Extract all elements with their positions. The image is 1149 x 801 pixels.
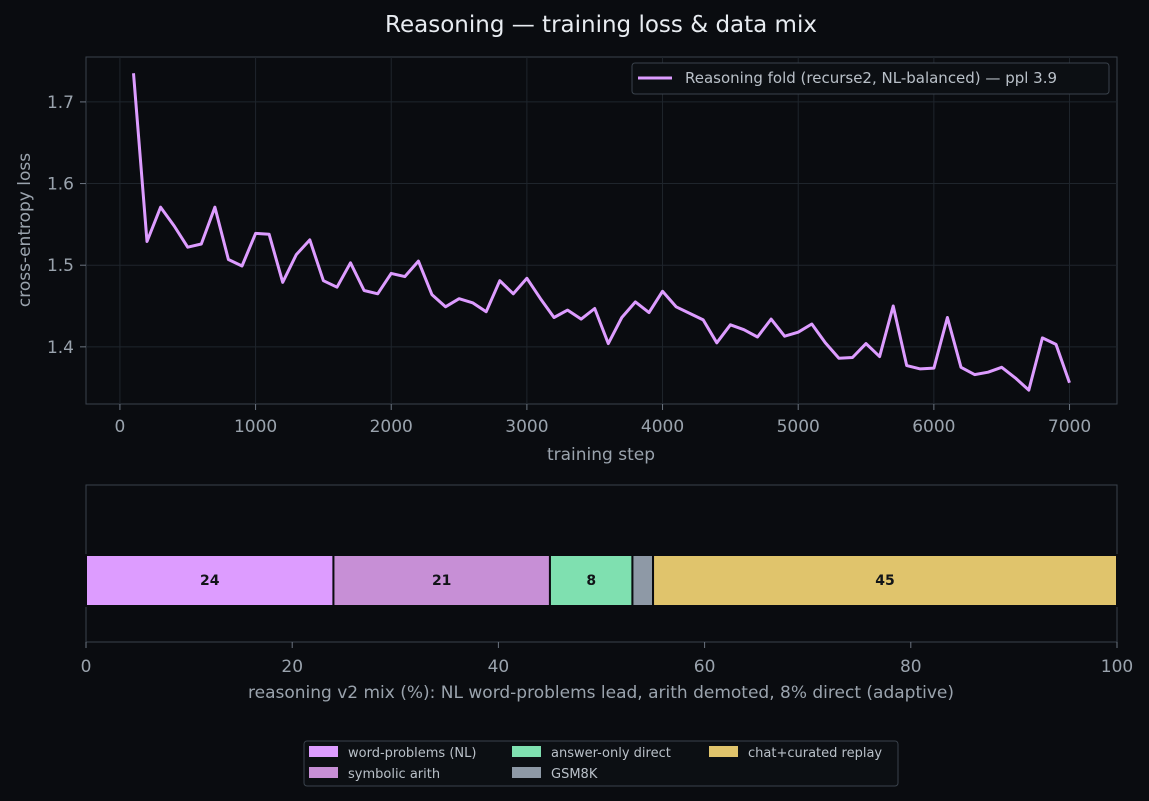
mix-segment: [631, 554, 655, 607]
mix-chart: 24 21 8 45 0 20 40 60 80 100 reasoning v2 mix (%…: [81, 484, 1133, 787]
mix-legend-swatch: [309, 746, 338, 757]
loss-x-tick-label: 6000: [912, 417, 955, 437]
loss-x-tick-label: 1000: [234, 417, 277, 437]
mix-x-axis-label: reasoning v2 mix (%): NL word-problems l…: [248, 683, 954, 703]
mix-legend-items: word-problems (NL) symbolic arith answer-o…: [309, 746, 882, 782]
mix-legend-label: symbolic arith: [348, 767, 440, 782]
mix-x-ticks: 0 20 40 60 80 100: [81, 642, 1133, 677]
mix-segment-label: 45: [875, 573, 894, 589]
loss-y-tick-label: 1.4: [47, 338, 74, 358]
mix-legend: word-problems (NL) symbolic arith answer-o…: [303, 740, 899, 787]
mix-legend-label: answer-only direct: [551, 746, 671, 761]
loss-x-tick-label: 7000: [1048, 417, 1091, 437]
loss-x-tick-label: 2000: [370, 417, 413, 437]
loss-x-tick-label: 3000: [505, 417, 548, 437]
chart-title: Reasoning — training loss & data mix: [385, 12, 817, 38]
loss-plot-frame: [85, 56, 1118, 405]
loss-chart: 0 1000 2000 3000 4000 5000 6000 7000 1.41.51.61…: [15, 56, 1118, 465]
loss-y-tick-label: 1.7: [47, 93, 74, 113]
loss-x-tick-label: 4000: [641, 417, 684, 437]
loss-legend-frame: [631, 62, 1110, 95]
mix-segment-label: 8: [586, 573, 596, 589]
mix-legend-swatch: [709, 746, 738, 757]
mix-segment: [85, 554, 335, 607]
mix-legend-swatch: [512, 767, 541, 778]
mix-legend-label: chat+curated replay: [748, 746, 882, 761]
mix-x-tick-label: 40: [488, 657, 510, 677]
mix-x-tick-label: 0: [81, 657, 92, 677]
mix-x-tick-label: 20: [281, 657, 303, 677]
mix-legend-label: word-problems (NL): [348, 746, 476, 761]
mix-legend-frame: [303, 740, 899, 787]
mix-legend-label: GSM8K: [551, 767, 598, 782]
mix-legend-swatch: [512, 746, 541, 757]
loss-y-ticks: 1.4 1.5 1.6 1.7: [47, 93, 86, 358]
mix-segment: [332, 554, 551, 607]
mix-x-tick-label: 80: [900, 657, 922, 677]
mix-legend-swatch: [309, 767, 338, 778]
mix-segment-label: 21: [432, 573, 451, 589]
loss-legend-label: Reasoning fold (recurse2, NL-balanced) —…: [685, 69, 1057, 87]
loss-x-ticks: 0 1000 2000 3000 4000 5000 6000 7000: [115, 404, 1091, 437]
loss-grid: [86, 57, 1117, 404]
mix-segment: [548, 554, 634, 607]
loss-x-tick-label: 0: [115, 417, 126, 437]
mix-bar-segments: 24 21 8 45: [85, 554, 1118, 607]
loss-y-tick-label: 1.5: [47, 256, 74, 276]
loss-y-axis-label: cross-entropy loss: [15, 153, 35, 307]
loss-x-tick-label: 5000: [777, 417, 820, 437]
mix-segment: [652, 554, 1118, 607]
loss-legend: Reasoning fold (recurse2, NL-balanced) —…: [631, 62, 1110, 95]
loss-series-line: [132, 73, 1071, 392]
mix-x-tick-label: 60: [694, 657, 716, 677]
loss-x-axis-label: training step: [547, 445, 655, 465]
mix-segment-label: 24: [200, 573, 220, 589]
loss-y-tick-label: 1.6: [47, 175, 74, 195]
mix-x-tick-label: 100: [1101, 657, 1133, 677]
